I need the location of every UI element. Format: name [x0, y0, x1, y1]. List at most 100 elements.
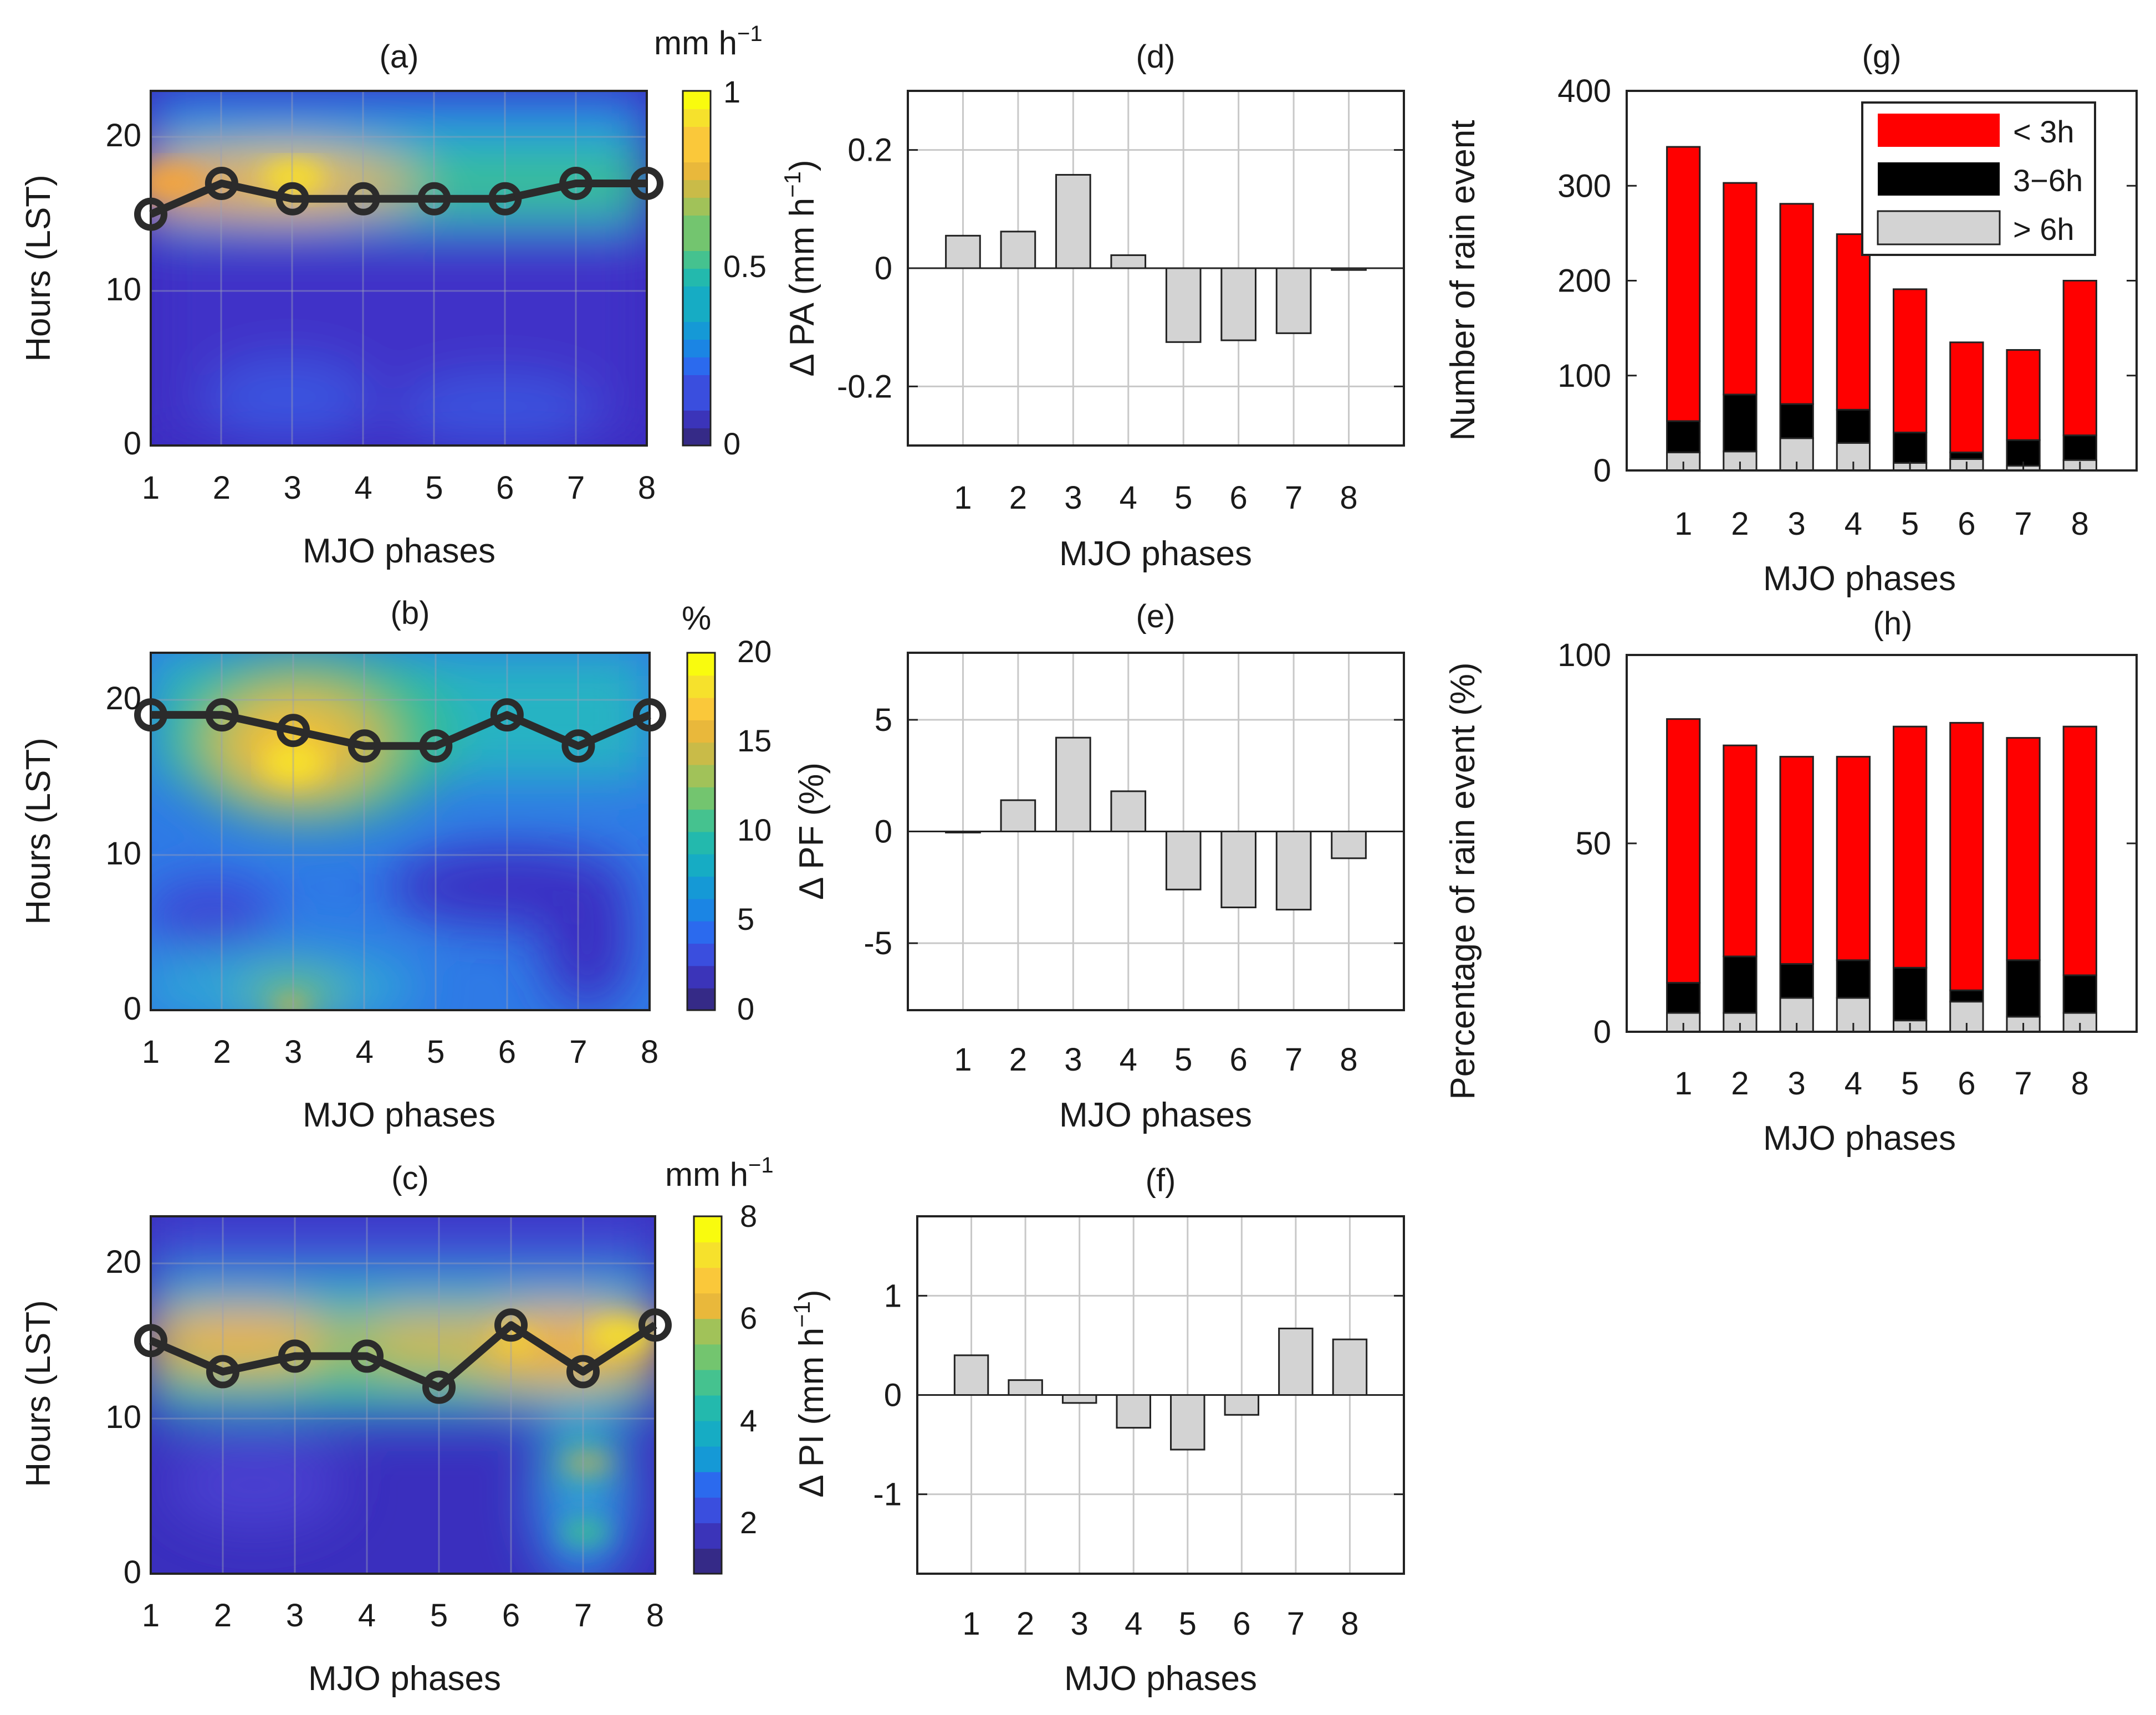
bar-g-3-series-0 [1779, 437, 1814, 472]
ytick-g-2: 200 [1557, 263, 1611, 299]
panel-title-c: (c) [391, 1160, 429, 1196]
bar-f-1 [953, 1354, 989, 1396]
colorbar-c-band-9 [694, 1318, 722, 1345]
xtick-d-3: 3 [1064, 480, 1082, 516]
x-axis-label-d: MJO phases [1059, 535, 1252, 573]
colorbar-a-band-3 [683, 375, 711, 393]
colorbar-b-band-5 [687, 876, 715, 899]
colorbar-b-band-13 [687, 697, 715, 720]
ticks-h: 0 50 100 1 2 3 4 5 6 7 8 [1557, 637, 2137, 1102]
colorbar-a-band-5 [683, 339, 711, 357]
xtick-f-5: 5 [1179, 1606, 1197, 1642]
panel-d: 1 2 3 4 5 6 7 8 -0.2 0 0.2 (d) MJO phases Δ PA (mm… [779, 39, 1405, 573]
bar-e-5 [1165, 831, 1202, 890]
x-ticks-c: 1 2 3 4 5 6 7 8 [142, 1598, 664, 1634]
xtick-g-7: 7 [2014, 506, 2032, 542]
xtick-b-2: 2 [213, 1034, 231, 1070]
xtick-h-8: 8 [2071, 1066, 2089, 1102]
xtick-e-1: 1 [954, 1042, 972, 1078]
xtick-g-8: 8 [2071, 506, 2089, 542]
colorbar-b-band-6 [687, 853, 715, 877]
bar-f-8 [1332, 1338, 1368, 1396]
peak-marker-c-2 [206, 1355, 239, 1389]
bar-d-6 [1220, 267, 1256, 341]
colorbar-a-band-14 [683, 180, 711, 198]
colorbar-b-tick-5: 5 [737, 902, 754, 936]
bar-g-5-series-1 [1892, 432, 1928, 464]
ticks-g: 0 100 200 300 400 1 2 3 4 5 6 7 8 [1557, 73, 2137, 542]
colorbar-a-band-19 [683, 91, 711, 109]
bars-h [1666, 718, 2097, 1033]
bar-g-6-series-1 [1949, 451, 1984, 460]
panel-title-d: (d) [1136, 39, 1176, 75]
xtick-d-6: 6 [1230, 480, 1248, 516]
ytick-e-0: -5 [864, 925, 892, 961]
xtick-b-3: 3 [284, 1034, 302, 1070]
xtick-d-5: 5 [1174, 480, 1192, 516]
peak-marker-b-4 [348, 729, 381, 763]
colorbar-a-band-1 [683, 410, 711, 428]
colorbar-c: 2 4 6 8 mm h−1 [665, 1153, 774, 1575]
ytick-b-10: 10 [105, 836, 141, 872]
bar-g-6-series-2 [1949, 341, 1984, 453]
panel-title-g: (g) [1862, 39, 1902, 75]
colorbar-c-tick-6: 6 [740, 1301, 757, 1335]
colorbar-a-band-16 [683, 144, 711, 162]
colorbar-b-tick-0: 0 [737, 991, 754, 1026]
xtick-c-8: 8 [646, 1598, 664, 1634]
ytick-b-0: 0 [124, 991, 141, 1027]
xtick-b-4: 4 [356, 1034, 374, 1070]
peak-marker-a-2 [205, 166, 238, 200]
panel-b: (b) 0 10 20 Hours (LST) 1 2 3 4 5 6 7 8 MJO pha… [19, 595, 772, 1134]
xtick-d-2: 2 [1009, 480, 1027, 516]
colorbar-c-tick-2: 2 [740, 1505, 757, 1540]
bar-e-8 [1331, 831, 1367, 859]
colorbar-b-band-10 [687, 764, 715, 787]
bar-e-7 [1275, 831, 1312, 911]
bar-h-1-series-1 [1666, 982, 1701, 1014]
bar-h-6-series-1 [1949, 989, 1984, 1003]
xtick-e-3: 3 [1064, 1042, 1082, 1078]
bar-h-4-series-1 [1836, 959, 1871, 999]
colorbar-a-band-18 [683, 109, 711, 127]
y-axis-label-a: Hours (LST) [19, 175, 58, 362]
xtick-c-6: 6 [502, 1598, 520, 1634]
panel-e: 1 2 3 4 5 6 7 8 -5 0 5 (e) MJO phases Δ PF (%) [793, 598, 1405, 1134]
ytick-c-20: 20 [105, 1244, 141, 1280]
panel-title-e: (e) [1136, 598, 1176, 634]
peak-marker-c-3 [278, 1339, 311, 1373]
xtick-h-5: 5 [1901, 1066, 1919, 1102]
xtick-a-7: 7 [567, 470, 585, 506]
x-axis-label-g: MJO phases [1763, 560, 1956, 598]
legend-label-long: > 6h [2013, 212, 2075, 247]
bar-g-7-series-2 [2006, 349, 2041, 441]
ytick-c-10: 10 [105, 1399, 141, 1435]
ytick-a-10: 10 [105, 272, 141, 308]
plot-frame-a [150, 90, 648, 447]
xtick-a-4: 4 [354, 470, 372, 506]
colorbar-a-tick-0: 0 [723, 426, 740, 461]
ytick-c-0: 0 [124, 1554, 141, 1590]
xtick-g-3: 3 [1788, 506, 1806, 542]
panel-c: (c) 0 10 20 Hours (LST) 1 2 3 4 5 6 7 8 MJO pha… [19, 1153, 774, 1698]
bar-f-2 [1008, 1379, 1043, 1396]
colorbar-b-band-8 [687, 809, 715, 832]
peak-marker-a-5 [417, 182, 451, 216]
legend-swatch-short [1878, 114, 2000, 147]
colorbar-b-band-11 [687, 742, 715, 765]
xtick-e-7: 7 [1285, 1042, 1302, 1078]
bar-d-5 [1165, 267, 1202, 343]
panel-title-f: (f) [1146, 1163, 1176, 1199]
colorbar-b-band-2 [687, 943, 715, 966]
colorbar-a: 0 0.5 1 mm h−1 [654, 22, 767, 461]
bars-g [1666, 146, 2097, 472]
xtick-e-6: 6 [1230, 1042, 1248, 1078]
legend-swatch-medium [1878, 162, 2000, 196]
bar-h-8-series-2 [2062, 725, 2097, 976]
bar-e-6 [1220, 831, 1256, 909]
bar-f-3 [1061, 1394, 1097, 1404]
colorbar-a-label: mm h−1 [654, 22, 763, 62]
peak-marker-b-2 [205, 698, 239, 732]
bar-d-1 [945, 234, 981, 269]
colorbar-b-band-9 [687, 786, 715, 810]
